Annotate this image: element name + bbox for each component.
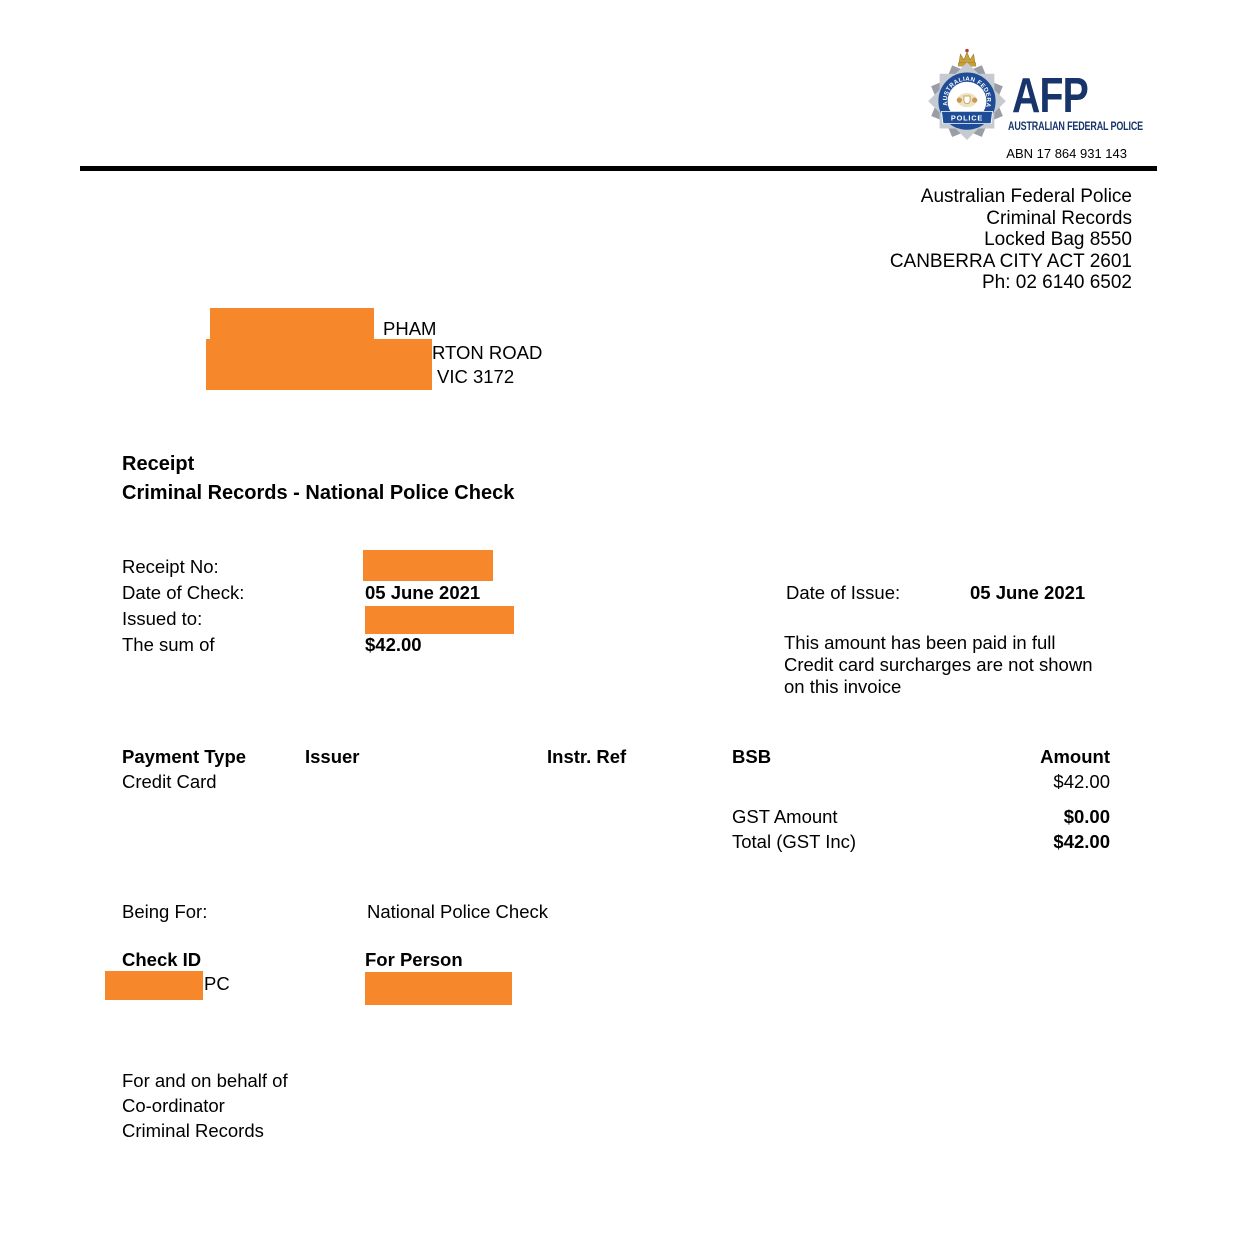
col-header-instr-ref: Instr. Ref [547, 746, 627, 767]
signoff-line: For and on behalf of [122, 1070, 288, 1091]
gst-amount-value: $0.00 [1063, 806, 1110, 827]
sender-address: Australian Federal Police Criminal Recor… [890, 186, 1132, 294]
page-subtitle: Criminal Records - National Police Check [122, 482, 515, 504]
payment-amount-value: $42.00 [1053, 771, 1110, 792]
redaction-receipt-no [363, 550, 493, 581]
sender-line: Criminal Records [986, 207, 1132, 229]
abn-text: ABN 17 864 931 143 [1006, 146, 1127, 161]
redaction-issued-to [365, 606, 514, 634]
payment-note-line: This amount has been paid in full [784, 632, 1056, 653]
payment-note: This amount has been paid in full Credit… [784, 632, 1092, 698]
total-label: Total (GST Inc) [732, 831, 857, 852]
sender-line: Australian Federal Police [920, 186, 1132, 207]
recipient-street-suffix: RTON ROAD [432, 342, 543, 363]
check-id-suffix: PC [204, 973, 230, 994]
sender-line: Ph: 02 6140 6502 [981, 272, 1132, 294]
redaction-recipient-name [210, 308, 374, 339]
date-of-check-label: Date of Check: [122, 582, 245, 603]
afp-wordmark-subtitle: AUSTRALIAN FEDERAL POLICE [1008, 121, 1143, 133]
for-person-label: For Person [365, 949, 463, 970]
col-header-payment-type: Payment Type [122, 746, 247, 767]
col-header-issuer: Issuer [305, 746, 360, 767]
redaction-recipient-address [206, 339, 432, 390]
date-of-issue-value: 05 June 2021 [970, 582, 1086, 603]
redaction-for-person [365, 972, 512, 1005]
page-title: Receipt [122, 453, 195, 475]
sender-line: CANBERRA CITY ACT 2601 [889, 250, 1132, 272]
payment-note-line: on this invoice [784, 676, 902, 697]
col-header-bsb: BSB [732, 746, 772, 767]
header-divider [80, 166, 1157, 171]
being-for-value: National Police Check [367, 901, 548, 922]
recipient-state-postcode: VIC 3172 [437, 366, 515, 387]
redaction-check-id [105, 971, 203, 1000]
payment-note-line: Credit card surcharges are not shown [784, 654, 1093, 675]
sum-label: The sum of [122, 634, 215, 655]
recipient-name-suffix: PHAM [383, 318, 437, 339]
receipt-no-label: Receipt No: [122, 556, 219, 577]
sum-value: $42.00 [365, 634, 422, 655]
afp-wordmark: AFP [1012, 69, 1089, 123]
afp-badge-icon: AUSTRALIAN FEDERAL POLICE [926, 41, 1006, 142]
check-id-label: Check ID [122, 949, 202, 970]
coat-of-arms-icon [956, 92, 978, 108]
being-for-label: Being For: [122, 901, 208, 922]
total-value: $42.00 [1053, 831, 1110, 852]
badge-banner-text: POLICE [951, 114, 983, 123]
date-of-check-value: 05 June 2021 [365, 582, 481, 603]
sender-line: Locked Bag 8550 [984, 229, 1132, 251]
signoff-line: Criminal Records [122, 1120, 264, 1141]
signoff-block: For and on behalf of Co-ordinator Crimin… [122, 1068, 288, 1143]
col-header-amount: Amount [1040, 746, 1110, 767]
date-of-issue-label: Date of Issue: [786, 582, 901, 603]
gst-amount-label: GST Amount [732, 806, 838, 827]
issued-to-label: Issued to: [122, 608, 203, 629]
payment-type-value: Credit Card [122, 771, 217, 792]
signoff-line: Co-ordinator [122, 1095, 225, 1116]
